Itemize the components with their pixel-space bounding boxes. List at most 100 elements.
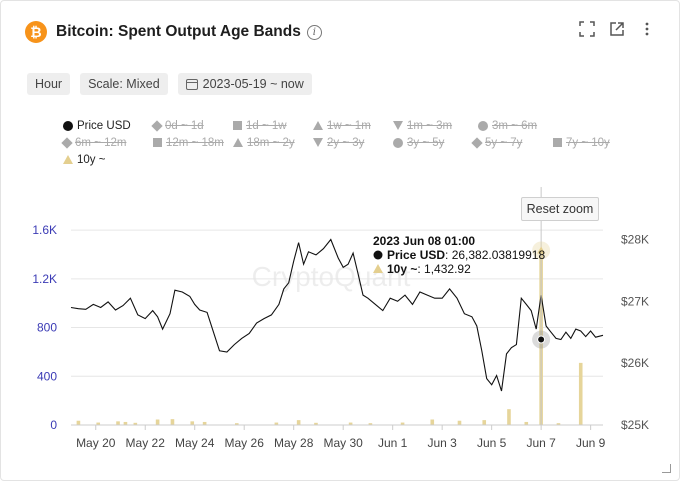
band-bar[interactable] [482,420,487,425]
tooltip-title: 2023 Jun 08 01:00 [373,234,475,248]
left-tick-label: 400 [37,369,57,383]
scale-selector[interactable]: Scale: Mixed [80,73,168,95]
legend-label: 10y ~ [77,153,106,166]
band-bar[interactable] [133,422,138,425]
chart-header: ₿ Bitcoin: Spent Output Age Bands i [25,20,322,44]
crosshair [532,187,551,425]
date-range-picker[interactable]: 2023-05-19 ~ now [177,73,312,95]
band-bar[interactable] [96,422,101,425]
legend-label: 1m ~ 3m [407,119,453,132]
legend-item[interactable]: 6m ~ 12m [61,136,153,149]
legend-item[interactable]: 1w ~ 1m [313,120,393,132]
x-tick-label: May 20 [76,436,116,450]
legend-symbol-icon [393,137,403,148]
tooltip-band-row: 10y ~: 1,432.92 [387,262,471,276]
x-tick-label: Jun 7 [526,436,556,450]
left-axis: 0 400 800 1.2K 1.6K [32,223,57,432]
x-tick-label: Jun 5 [477,436,507,450]
fullscreen-icon[interactable] [579,21,595,37]
band-bar[interactable] [430,419,435,425]
legend-label: 6m ~ 12m [75,136,127,149]
legend-symbol-icon [63,120,73,131]
legend-item[interactable]: 1m ~ 3m [393,120,478,132]
interval-selector[interactable]: Hour [27,73,71,95]
band-bar[interactable] [76,420,81,425]
tooltip-sep: : [417,262,424,276]
band-bar[interactable] [234,423,239,425]
resize-handle[interactable] [662,464,671,473]
price-highlight-marker [537,335,546,344]
price-line[interactable] [70,238,604,392]
band-bar[interactable] [524,421,529,425]
legend-item[interactable]: 3m ~ 6m [478,120,558,132]
legend-label: 12m ~ 18m [166,136,224,149]
x-tick-label: May 28 [274,436,314,450]
x-tick-label: May 22 [126,436,166,450]
band-bar[interactable] [274,422,279,425]
left-tick-label: 0 [50,418,57,432]
legend-symbol-icon [63,155,73,164]
legend-label: 7y ~ 10y [566,136,610,149]
legend-symbol-icon [393,121,403,130]
band-bar[interactable] [368,423,373,425]
legend-item[interactable]: 10y ~ [63,154,123,166]
right-tick-label: $28K [621,232,649,246]
legend-item[interactable]: 5y ~ 7y [471,137,553,149]
reset-zoom-button[interactable]: Reset zoom [521,197,599,221]
legend-item[interactable]: 3y ~ 5y [393,137,473,149]
more-options-icon[interactable] [639,21,655,37]
legend-symbol-icon [313,121,323,130]
band-bar[interactable] [170,419,175,425]
legend-item[interactable]: 1d ~ 1w [233,120,313,132]
legend-label: 1w ~ 1m [327,119,371,132]
band-bar[interactable] [348,422,353,425]
legend-item[interactable]: 2y ~ 3y [313,137,393,149]
band-bar[interactable] [314,422,318,425]
legend-label: 3y ~ 5y [407,136,445,149]
right-tick-label: $27K [621,294,649,308]
legend-symbol-icon [233,138,243,147]
band-bar[interactable] [507,409,511,425]
legend-item[interactable]: 0d ~ 1d [151,119,233,132]
band-bar[interactable] [202,421,207,425]
legend-label: 0d ~ 1d [165,119,204,132]
left-tick-label: 800 [37,321,57,335]
bitcoin-icon: ₿ [25,21,47,43]
band-bar[interactable] [155,419,160,425]
band-bar[interactable] [578,362,583,425]
legend-row: 10y ~ [63,151,663,168]
price-series [70,238,604,392]
x-axis: May 20 May 22 May 24 May 26 May 28 May 30 Jun … [71,424,606,450]
legend-item[interactable]: 18m ~ 2y [233,137,313,149]
calendar-icon [185,78,198,90]
band-bar[interactable] [190,421,195,425]
x-tick-label: Jun 1 [378,436,408,450]
legend-label: Price USD [77,119,131,132]
tooltip-sep: : [445,248,452,262]
info-icon[interactable]: i [306,24,322,40]
tooltip-price-label: Price USD [387,248,445,262]
legend-row: Price USD 0d ~ 1d 1d ~ 1w 1w ~ 1m 1m ~ 3m 3m … [63,117,663,134]
date-range-label: 2023-05-19 ~ now [202,77,304,91]
legend-label: 18m ~ 2y [247,136,295,149]
tooltip-price-value: 26,382.03819918 [452,248,546,262]
band-bar[interactable] [400,422,405,425]
open-external-icon[interactable] [609,21,625,37]
band-bar[interactable] [556,423,561,425]
tooltip-price-marker [373,250,383,260]
legend-item[interactable]: 7y ~ 10y [553,137,633,149]
header-actions [579,21,655,37]
x-tick-label: Jun 3 [427,436,457,450]
left-tick-label: 1.2K [32,272,57,286]
band-bar[interactable] [296,420,301,425]
x-tick-label: May 26 [225,436,265,450]
band-bar[interactable] [116,421,120,425]
band-bar[interactable] [457,420,462,425]
right-tick-label: $26K [621,356,649,370]
band-bar[interactable] [123,421,128,425]
legend-item[interactable]: Price USD [63,120,153,132]
legend-item[interactable]: 12m ~ 18m [153,137,233,149]
legend-row: 6m ~ 12m 12m ~ 18m 18m ~ 2y 2y ~ 3y 3y ~ 5y 5… [61,134,663,151]
